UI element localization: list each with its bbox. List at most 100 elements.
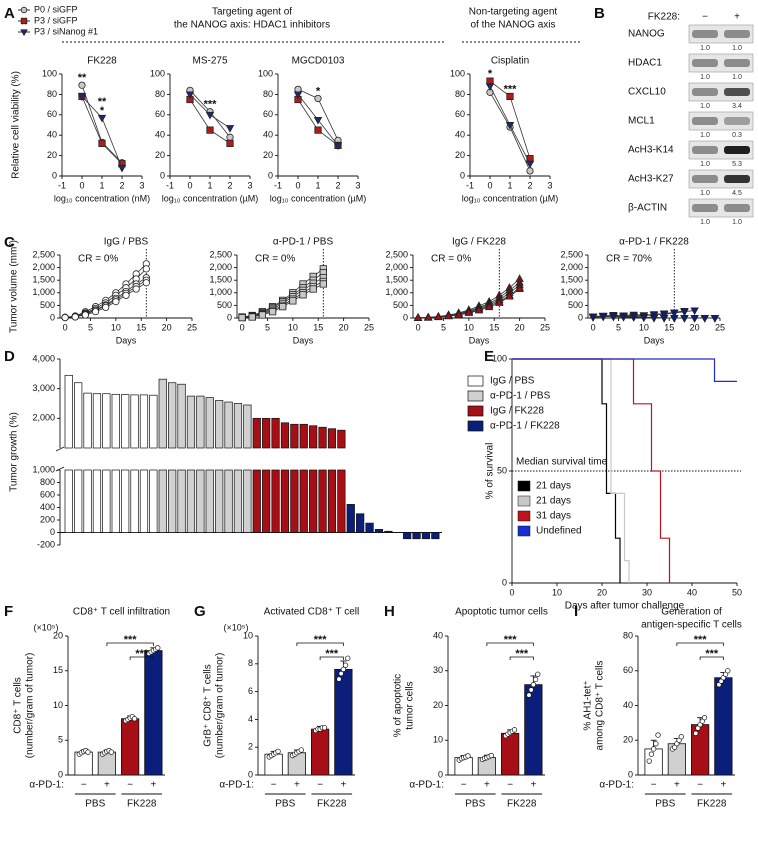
y-tick-label: 0 bbox=[403, 312, 408, 322]
x-tick-label: + bbox=[150, 780, 156, 791]
data-point bbox=[108, 749, 114, 755]
marker bbox=[609, 313, 618, 322]
bar-segment bbox=[177, 469, 186, 533]
marker bbox=[434, 312, 443, 321]
x-tick-label: 25 bbox=[540, 322, 550, 332]
significance-bracket bbox=[699, 656, 724, 660]
marker bbox=[599, 313, 608, 321]
x-tick-label: + bbox=[530, 780, 536, 791]
data-point bbox=[530, 682, 537, 688]
bar-segment bbox=[121, 394, 130, 449]
y-tick-label: 0 bbox=[50, 312, 55, 322]
significance-bracket bbox=[296, 642, 344, 646]
y-tick-label: 100 bbox=[492, 353, 507, 363]
row-label: α-PD-1: bbox=[219, 780, 254, 791]
bar-segment bbox=[412, 532, 421, 540]
data-point bbox=[535, 671, 541, 677]
axis-break bbox=[55, 466, 65, 472]
y-axis-label: (number/gram of tumor) bbox=[25, 653, 36, 759]
marker bbox=[319, 280, 327, 288]
data-point bbox=[646, 758, 652, 764]
marker bbox=[314, 94, 322, 103]
panel-label: C bbox=[4, 234, 15, 251]
x-tick-label: + bbox=[294, 780, 300, 791]
bar bbox=[83, 392, 92, 533]
x-tick-label: 2 bbox=[335, 180, 340, 190]
survival-curve bbox=[512, 358, 737, 382]
multiplier: (×10⁵) bbox=[34, 622, 59, 632]
chart-title: Generation of bbox=[661, 607, 722, 618]
y-axis-label: Tumor growth (%) bbox=[9, 412, 20, 492]
x-tick-label: − bbox=[81, 780, 87, 791]
bar bbox=[431, 532, 440, 540]
marker bbox=[639, 314, 649, 322]
legend-label: P3 / siNanog #1 bbox=[34, 26, 98, 36]
bar-segment bbox=[290, 423, 299, 449]
legend-label: IgG / FK228 bbox=[490, 406, 544, 417]
marker bbox=[20, 17, 28, 25]
marker bbox=[700, 315, 709, 323]
legend-label: 21 days bbox=[536, 481, 571, 492]
x-tick-label: + bbox=[484, 780, 490, 791]
y-axis-label: CD8⁺ T cells bbox=[13, 677, 24, 734]
chart-title: antigen-specific T cells bbox=[641, 620, 742, 631]
y-tick-label: 2,000 bbox=[209, 262, 232, 272]
y-axis-label: % of survival bbox=[485, 443, 496, 500]
marker bbox=[670, 309, 679, 318]
band-ratio: 4.5 bbox=[732, 190, 742, 197]
legend-label: P3 / siGFP bbox=[34, 15, 78, 25]
significance: *** bbox=[135, 648, 149, 660]
chart-title: Cisplatin bbox=[491, 56, 529, 67]
x-tick-label: 5 bbox=[441, 322, 446, 332]
bar bbox=[158, 378, 167, 533]
marker bbox=[91, 308, 100, 316]
x-tick-label: 10 bbox=[288, 322, 298, 332]
bar-segment bbox=[421, 532, 431, 540]
bar bbox=[271, 417, 280, 533]
band bbox=[724, 88, 750, 96]
row-label: α-PD-1: bbox=[599, 780, 634, 791]
y-tick-label: 40 bbox=[155, 130, 165, 140]
y-tick-label: 0 bbox=[268, 170, 273, 180]
data-point bbox=[655, 732, 661, 738]
data-point bbox=[532, 676, 539, 683]
multiplier: (×10⁵) bbox=[224, 622, 249, 632]
y-axis-label: Tumor volume (mm³) bbox=[9, 240, 20, 333]
y-tick-label: 2,000 bbox=[560, 262, 583, 272]
significance-bracket bbox=[676, 642, 724, 646]
marker bbox=[20, 29, 28, 37]
marker bbox=[505, 122, 515, 130]
y-tick-label: 1,000 bbox=[32, 464, 55, 474]
chart-title: α-PD-1 / PBS bbox=[273, 237, 334, 248]
marker bbox=[690, 315, 699, 323]
legend-swatch bbox=[467, 420, 484, 432]
x-tick-label: 3 bbox=[355, 180, 360, 190]
y-tick-label: 60 bbox=[623, 665, 633, 675]
chart-title: Apoptotic tumor cells bbox=[455, 607, 548, 618]
blot-treatment: FK228: bbox=[648, 12, 680, 23]
significance: ** bbox=[98, 96, 107, 108]
bar-segment bbox=[102, 393, 111, 449]
bar bbox=[64, 374, 73, 533]
band bbox=[692, 204, 718, 212]
marker bbox=[142, 265, 150, 273]
bar bbox=[714, 677, 733, 776]
bar-segment bbox=[309, 425, 318, 449]
group-label: PBS bbox=[655, 799, 675, 810]
y-axis-label: tumor cells bbox=[405, 681, 416, 729]
x-tick-label: 1 bbox=[99, 180, 104, 190]
x-tick-label: 0 bbox=[63, 322, 68, 332]
marker bbox=[61, 313, 69, 322]
bar-segment bbox=[149, 469, 158, 533]
marker bbox=[464, 308, 474, 316]
bar bbox=[144, 650, 163, 776]
survival-curve bbox=[512, 358, 671, 583]
y-tick-label: 3,000 bbox=[32, 383, 55, 393]
data-point bbox=[511, 727, 518, 733]
y-tick-label: 60 bbox=[455, 109, 465, 119]
row-label: α-PD-1: bbox=[409, 780, 444, 791]
data-point bbox=[338, 670, 344, 677]
significance: *** bbox=[124, 634, 138, 646]
marker bbox=[112, 298, 120, 306]
y-tick-label: 0 bbox=[52, 170, 57, 180]
